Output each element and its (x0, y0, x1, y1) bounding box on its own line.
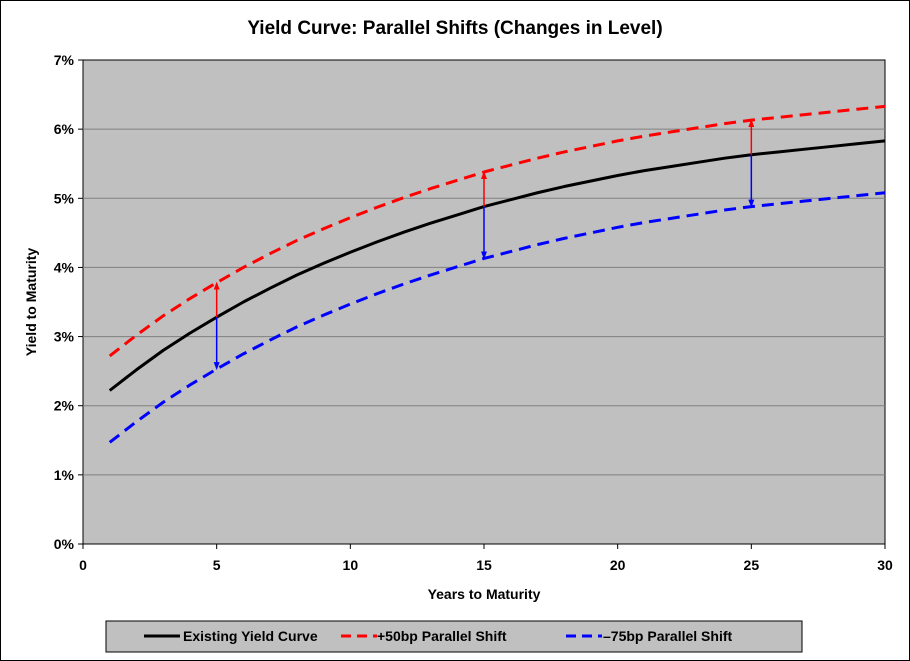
y-tick-label: 7% (54, 52, 75, 68)
chart-title: Yield Curve: Parallel Shifts (Changes in… (247, 18, 662, 39)
x-tick-label: 10 (343, 557, 359, 573)
legend-label-minus75: –75bp Parallel Shift (603, 628, 732, 644)
x-tick-label: 25 (744, 557, 760, 573)
x-tick-label: 0 (79, 557, 87, 573)
y-tick-label: 3% (54, 329, 75, 345)
legend-box (105, 620, 803, 653)
y-tick-label: 1% (54, 467, 75, 483)
y-axis-title: Yield to Maturity (23, 248, 39, 357)
legend-label-plus50: +50bp Parallel Shift (377, 628, 507, 644)
x-tick-label: 20 (610, 557, 626, 573)
x-tick-label: 5 (213, 557, 221, 573)
y-tick-label: 2% (54, 398, 75, 414)
x-tick-label: 15 (476, 557, 492, 573)
legend-label-existing: Existing Yield Curve (183, 628, 318, 644)
existing-yield-curve-line (108, 139, 886, 392)
plot-area (82, 59, 886, 545)
y-tick-label: 5% (54, 190, 75, 206)
series-lines (108, 104, 886, 444)
y-tick-label: 6% (54, 121, 75, 137)
y-tick-label: 4% (54, 259, 75, 275)
shift-arrows (213, 119, 755, 371)
legend: Existing Yield Curve +50bp Parallel Shif… (105, 620, 803, 653)
x-axis-title: Years to Maturity (428, 586, 541, 602)
y-tick-label: 0% (54, 536, 75, 552)
x-axis-tick-labels: 0 5 10 15 20 25 30 (79, 557, 893, 573)
plus-50bp-shift-line (108, 104, 886, 358)
x-tick-label: 30 (877, 557, 893, 573)
y-axis-tick-labels: 0% 1% 2% 3% 4% 5% 6% 7% (54, 52, 75, 552)
minus-75bp-shift-line (108, 191, 886, 444)
